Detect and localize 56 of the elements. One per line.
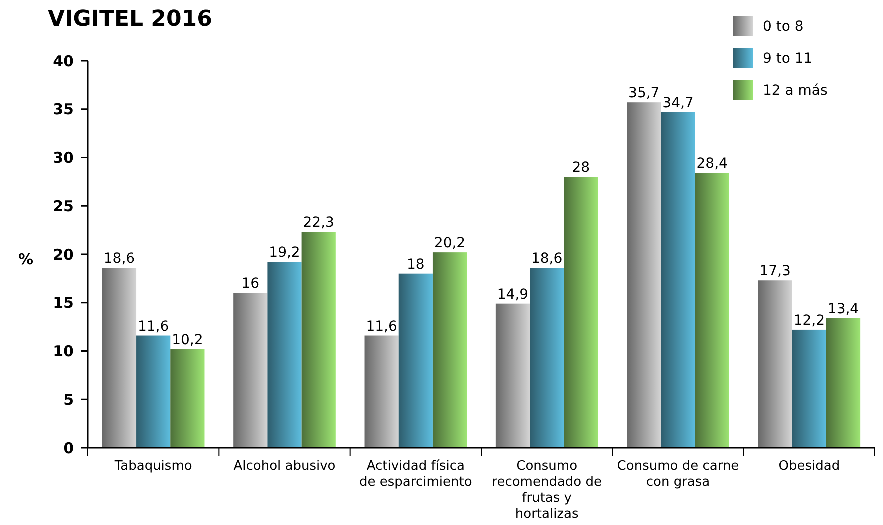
y-tick-label: 25 [53, 197, 74, 216]
legend-label: 0 to 8 [763, 18, 804, 35]
data-label: 13,4 [828, 301, 860, 318]
x-tick-label: Tabaquismo [114, 459, 192, 474]
bar [268, 262, 302, 448]
bar [234, 293, 268, 448]
data-label: 12,2 [794, 312, 826, 329]
data-label: 18,6 [531, 251, 563, 268]
y-tick-label: 5 [64, 390, 74, 409]
bar [627, 102, 662, 448]
bar [826, 318, 861, 448]
data-label: 19,2 [269, 245, 300, 262]
bar [661, 112, 696, 448]
x-tick-label: Alcohol abusivo [234, 459, 336, 474]
y-tick-label: 15 [53, 294, 74, 312]
legend-label: 9 to 11 [763, 50, 813, 67]
data-label: 18 [407, 256, 425, 273]
x-tick-label: Consumo de carne con grasa [617, 459, 740, 490]
y-tick-label: 30 [53, 149, 74, 167]
bar [170, 349, 205, 448]
y-tick-label: 40 [53, 52, 74, 70]
bar [695, 173, 730, 448]
bar [432, 252, 468, 448]
bar [364, 336, 399, 448]
bar [530, 268, 564, 448]
data-label: 14,9 [497, 286, 529, 303]
bar [398, 274, 433, 448]
bar [102, 268, 137, 448]
bar [564, 177, 598, 448]
data-label: 20,2 [434, 236, 466, 252]
data-label: 11,6 [138, 318, 170, 335]
bar [792, 330, 826, 448]
y-axis-title: % [18, 250, 34, 268]
data-label: 35,7 [628, 86, 660, 102]
chart-title: VIGITEL 2016 [48, 7, 212, 32]
data-label: 16 [242, 276, 260, 292]
bar [496, 304, 530, 448]
data-label: 28,4 [696, 156, 728, 172]
bar [758, 280, 792, 448]
x-tick-label: Obesidad [778, 459, 840, 474]
data-label: 11,6 [366, 318, 398, 335]
data-label: 17,3 [760, 264, 791, 280]
y-tick-label: 20 [53, 246, 74, 264]
data-label: 10,2 [172, 332, 204, 348]
bar [302, 232, 336, 448]
y-tick-label: 0 [64, 439, 74, 458]
y-tick-label: 35 [53, 100, 74, 119]
x-tick-label: Actividad física de esparcimiento [360, 459, 472, 490]
data-label: 18,6 [104, 251, 136, 268]
y-tick-label: 10 [53, 342, 74, 360]
legend-label: 12 a más [763, 82, 828, 99]
data-label: 22,3 [303, 215, 334, 232]
data-label: 28 [572, 160, 590, 176]
bar [136, 336, 171, 448]
data-label: 34,7 [662, 95, 694, 112]
x-tick-label: Consumo recomendado de frutas y hortalizas [492, 459, 602, 522]
